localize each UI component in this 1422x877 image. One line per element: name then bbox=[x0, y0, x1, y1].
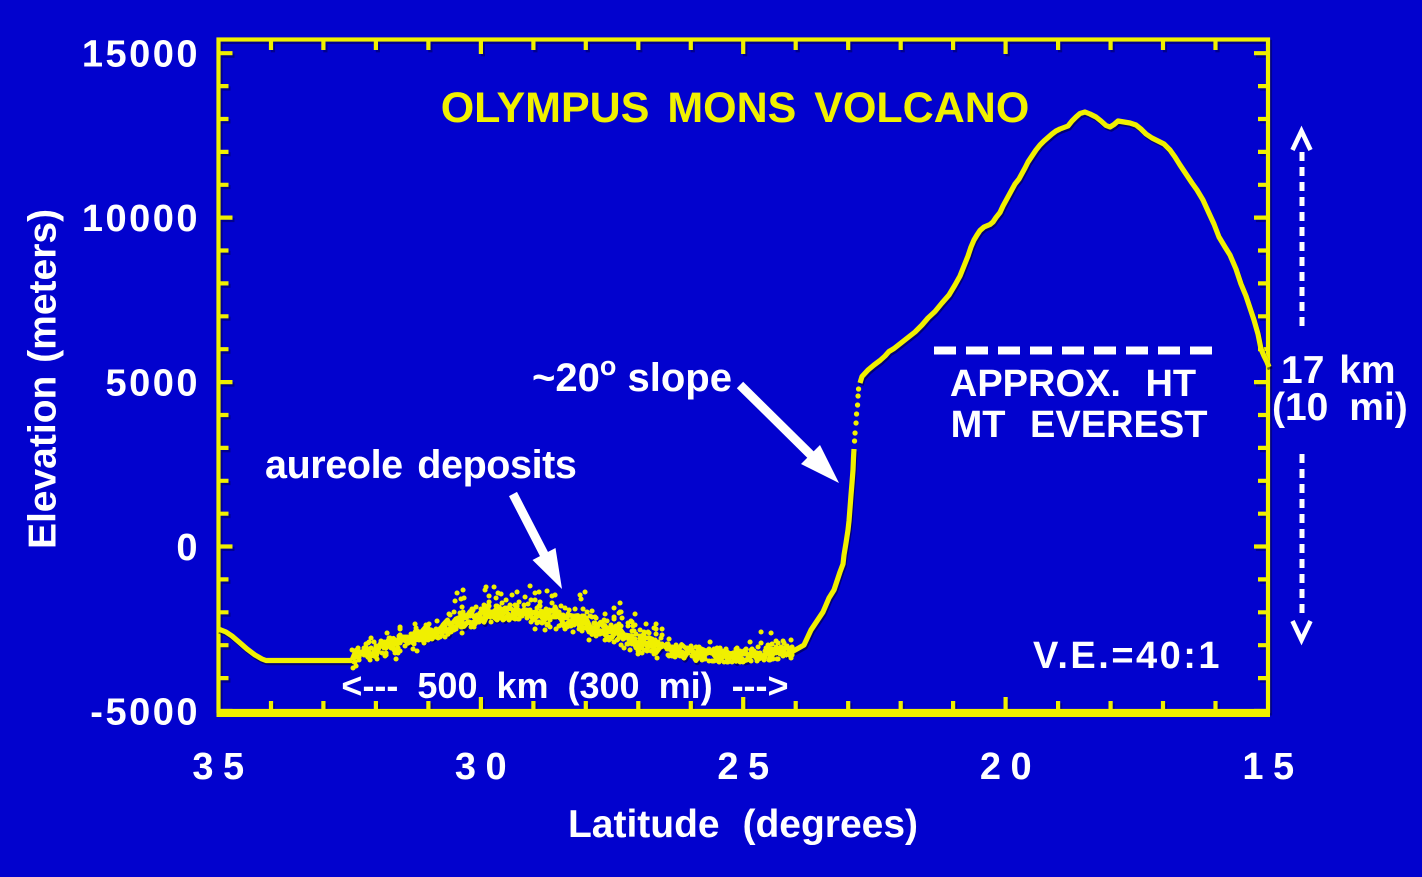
svg-text:APPROX. HT: APPROX. HT bbox=[950, 363, 1196, 405]
svg-text:20: 20 bbox=[980, 746, 1041, 788]
svg-text:Latitude (degrees): Latitude (degrees) bbox=[568, 803, 918, 846]
svg-text:10000: 10000 bbox=[82, 198, 200, 240]
svg-text:-5000: -5000 bbox=[90, 692, 200, 734]
svg-text:15000: 15000 bbox=[82, 34, 200, 76]
svg-text:(10 mi): (10 mi) bbox=[1272, 386, 1408, 429]
svg-text:17 km: 17 km bbox=[1281, 349, 1396, 392]
svg-text:35: 35 bbox=[192, 746, 253, 788]
svg-text:V.E.=40:1: V.E.=40:1 bbox=[1033, 635, 1222, 677]
svg-text:MT EVEREST: MT EVEREST bbox=[951, 404, 1208, 446]
svg-text:<--- 500 km (300 mi) --->: <--- 500 km (300 mi) ---> bbox=[341, 665, 788, 706]
svg-text:5000: 5000 bbox=[105, 363, 200, 405]
svg-text:30: 30 bbox=[455, 746, 516, 788]
svg-text:aureole deposits: aureole deposits bbox=[265, 443, 577, 487]
svg-text:25: 25 bbox=[717, 746, 778, 788]
svg-text:0: 0 bbox=[176, 527, 200, 569]
svg-text:15: 15 bbox=[1242, 746, 1303, 788]
svg-text:OLYMPUS MONS VOLCANO: OLYMPUS MONS VOLCANO bbox=[441, 84, 1030, 132]
svg-text:~20o slope: ~20o slope bbox=[532, 351, 732, 400]
svg-text:Elevation (meters): Elevation (meters) bbox=[22, 209, 65, 549]
